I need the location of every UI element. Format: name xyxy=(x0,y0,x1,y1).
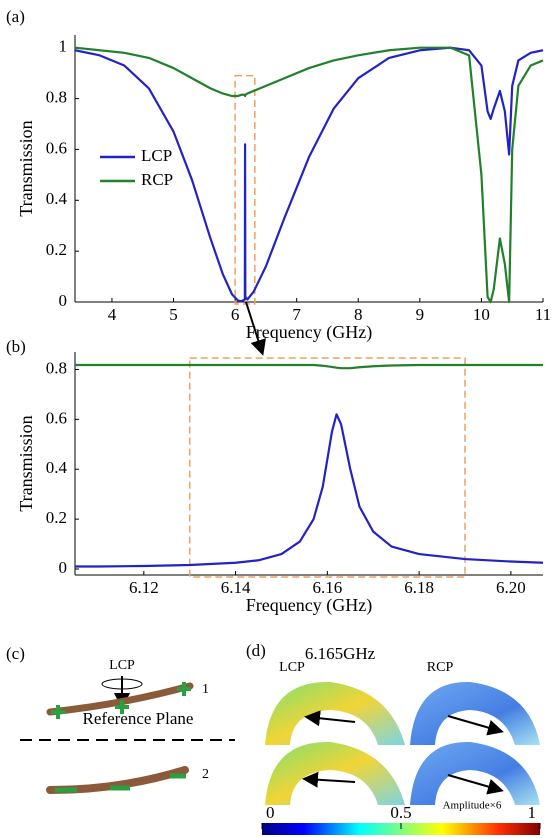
panel-label: (d) xyxy=(246,641,266,660)
y-tick-label: 0 xyxy=(59,558,68,577)
x-tick-label: 8 xyxy=(354,305,363,324)
x-tick-label: 6.20 xyxy=(496,578,526,597)
rcp-label: RCP xyxy=(427,660,454,675)
series-line xyxy=(74,46,544,304)
x-tick-label: 6.18 xyxy=(404,578,434,597)
legend-label: RCP xyxy=(141,170,173,189)
markers xyxy=(55,773,186,793)
y-tick-label: 0.4 xyxy=(46,189,68,208)
incident-label: LCP xyxy=(109,658,135,673)
y-tick-label: 0 xyxy=(59,291,68,310)
x-tick-label: 6 xyxy=(231,305,240,324)
series-line xyxy=(75,413,544,568)
x-tick-label: 5 xyxy=(169,305,178,324)
y-axis-label: Transmission xyxy=(16,120,36,216)
rod-label: 2 xyxy=(202,767,209,782)
y-tick-label: 1 xyxy=(59,37,68,56)
y-tick-label: 0.2 xyxy=(46,240,67,259)
series-line xyxy=(74,46,544,303)
zoom-arrow xyxy=(245,301,266,356)
y-tick-label: 0.6 xyxy=(46,138,67,157)
x-tick-label: 10 xyxy=(473,305,490,324)
panel-label: (a) xyxy=(6,7,25,26)
y-tick-label: 0.4 xyxy=(46,458,68,477)
x-tick-label: 9 xyxy=(416,305,425,324)
panel-label: (c) xyxy=(6,644,25,663)
highlight-box xyxy=(188,357,466,578)
rotation-sign xyxy=(101,678,143,690)
rod-label: 1 xyxy=(202,682,209,697)
y-tick-label: 0.6 xyxy=(46,408,67,427)
amplitude-note: Amplitude×6 xyxy=(443,800,502,812)
panel-label: (b) xyxy=(6,337,26,356)
y-tick-label: 0.2 xyxy=(46,508,67,527)
chart: (a) 4 5 6 7 8 9 10 11 0 0.2 0.4 0.6 0.8 1 Frequency (GH… xyxy=(6,7,551,343)
x-tick-label: 7 xyxy=(292,305,301,324)
plane-label: Reference Plane xyxy=(83,709,194,728)
field-maps xyxy=(265,681,540,805)
markers xyxy=(51,682,191,719)
x-axis-label: Frequency (GHz) xyxy=(246,322,372,343)
colorbar-tick-label: 0.5 xyxy=(390,803,411,822)
y-axis-label: Transmission xyxy=(16,415,36,511)
chart: (b) 6.12 6.14 6.16 6.18 6.20 0 0.2 0.4 0.6 0.8 Freq… xyxy=(6,337,544,616)
x-tick-label: 6.16 xyxy=(312,578,342,597)
charts: (a) 4 5 6 7 8 9 10 11 0 0.2 0.4 0.6 0.8 1 Frequency (GH… xyxy=(6,7,551,616)
x-tick-label: 6.12 xyxy=(129,578,159,597)
frequency-label: 6.165GHz xyxy=(305,644,376,663)
series-line xyxy=(75,363,543,370)
x-tick-label: 11 xyxy=(535,305,551,324)
colorbar-tick-label: 1 xyxy=(528,803,537,822)
highlight-box xyxy=(234,74,256,305)
x-axis-label: Frequency (GHz) xyxy=(246,595,372,616)
x-tick-label: 4 xyxy=(108,305,117,324)
colorbar-tick-label: 0 xyxy=(266,803,275,822)
x-tick-label: 6.14 xyxy=(221,578,251,597)
y-tick-label: 0.8 xyxy=(46,87,67,106)
y-tick-label: 0.8 xyxy=(46,358,67,377)
legend-label: LCP xyxy=(141,146,172,165)
lcp-label: LCP xyxy=(279,660,305,675)
